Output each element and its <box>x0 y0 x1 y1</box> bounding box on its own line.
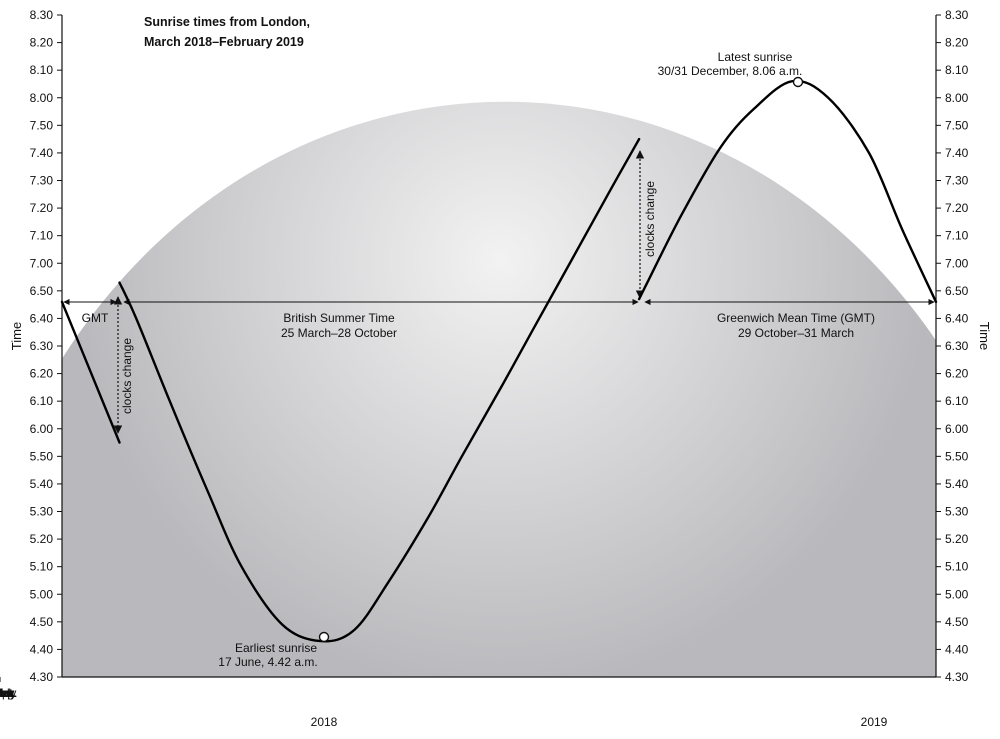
y-tick-label-right: 4.40 <box>945 642 969 656</box>
y-tick-label-left: 5.40 <box>30 477 54 491</box>
x-tick-label: 1 Jul. <box>0 686 14 700</box>
y-tick-label-right: 6.00 <box>945 422 969 436</box>
bst-name-label: British Summer Time <box>283 311 395 325</box>
earliest-sunrise-label-line-2: 17 June, 4.42 a.m. <box>218 655 317 669</box>
y-ticks-left: 4.30 4.40 4.50 5.00 5.10 5.20 5.30 5.40 5.50 6.00… <box>30 8 62 684</box>
y-tick-label-left: 5.20 <box>30 532 54 546</box>
earliest-sunrise-marker <box>318 631 330 643</box>
earliest-sunrise-label-line-1: Earliest sunrise <box>235 641 317 655</box>
y-tick-label-left: 8.10 <box>30 63 54 77</box>
gmt-right-name-label: Greenwich Mean Time (GMT) <box>717 311 875 325</box>
y-tick-label-right: 6.40 <box>945 311 969 325</box>
x-tick-label: 1 Apr. <box>0 686 15 700</box>
y-tick-label-right: 5.00 <box>945 587 969 601</box>
x-tick-label: 1 Jun. <box>0 686 16 700</box>
y-tick-label-left: 7.50 <box>30 118 54 132</box>
y-tick-label-right: 5.30 <box>945 505 969 519</box>
y-tick-label-right: 5.40 <box>945 477 969 491</box>
latest-sunrise-marker <box>792 76 804 88</box>
y-axis-title-left: Time <box>9 322 24 350</box>
gmt-right-dates-label: 29 October–31 March <box>738 326 854 340</box>
y-tick-label-right: 7.00 <box>945 256 969 270</box>
y-tick-label-right: 7.20 <box>945 201 969 215</box>
x-tick-label: 1 Dec. <box>0 686 17 700</box>
sunrise-curves <box>60 79 938 643</box>
y-tick-label-right: 6.10 <box>945 394 969 408</box>
y-tick-label-left: 8.20 <box>30 36 54 50</box>
latest-sunrise-label-line-1: Latest sunrise <box>718 50 793 64</box>
chart-title-line-2: March 2018–February 2019 <box>144 35 304 49</box>
y-tick-label-right: 6.50 <box>945 284 969 298</box>
year-label-2019: 2019 <box>861 715 888 729</box>
y-tick-label-left: 5.10 <box>30 560 54 574</box>
y-tick-label-left: 4.30 <box>30 670 54 684</box>
x-tick-label: 1 Oct. <box>0 686 16 700</box>
clocks-change-label-october: clocks change <box>643 181 657 257</box>
y-tick-label-left: 8.00 <box>30 91 54 105</box>
x-tick-label: 1 Nov. <box>0 686 17 700</box>
y-tick-label-right: 5.50 <box>945 449 969 463</box>
y-tick-label-left: 6.40 <box>30 311 54 325</box>
gmt-early-curve <box>60 300 121 444</box>
y-tick-label-left: 7.40 <box>30 146 54 160</box>
y-tick-label-right: 8.30 <box>945 8 969 22</box>
y-tick-label-right: 5.20 <box>945 532 969 546</box>
gmt-left-label: GMT <box>82 311 109 325</box>
y-ticks-right: 4.30 4.40 4.50 5.00 5.10 5.20 5.30 5.40 5.50 6.00… <box>936 8 969 684</box>
y-tick-label-right: 7.30 <box>945 174 969 188</box>
y-tick-label-right: 7.40 <box>945 146 969 160</box>
y-tick-label-left: 7.20 <box>30 201 54 215</box>
y-tick-label-left: 4.50 <box>30 615 54 629</box>
gmt-winter-curve <box>637 79 938 304</box>
y-tick-label-left: 7.10 <box>30 229 54 243</box>
x-tick-label: 1 Mar. <box>0 686 17 700</box>
y-tick-label-right: 6.20 <box>945 367 969 381</box>
y-tick-label-right: 8.00 <box>945 91 969 105</box>
y-tick-label-right: 5.10 <box>945 560 969 574</box>
x-tick-label: 1 May <box>0 686 16 700</box>
latest-sunrise-label-line-2: 30/31 December, 8.06 a.m. <box>658 64 803 78</box>
y-axis-title-right: Time <box>977 322 992 350</box>
y-tick-label-right: 8.20 <box>945 36 969 50</box>
y-tick-label-left: 6.00 <box>30 422 54 436</box>
y-tick-label-left: 5.00 <box>30 587 54 601</box>
x-tick-label: 1 Mar. <box>0 686 17 700</box>
y-tick-label-left: 6.20 <box>30 367 54 381</box>
bst-curve <box>118 137 641 643</box>
y-tick-label-left: 7.30 <box>30 174 54 188</box>
y-tick-label-right: 7.10 <box>945 229 969 243</box>
y-tick-label-right: 8.10 <box>945 63 969 77</box>
y-tick-label-left: 8.30 <box>30 8 54 22</box>
y-tick-label-right: 4.50 <box>945 615 969 629</box>
chart-title-line-1: Sunrise times from London, <box>144 15 310 29</box>
y-tick-label-left: 7.00 <box>30 256 54 270</box>
y-tick-label-right: 6.30 <box>945 339 969 353</box>
year-label-2018: 2018 <box>311 715 338 729</box>
x-tick-label: 1 Sep. <box>0 686 17 700</box>
y-tick-label-left: 5.50 <box>30 449 54 463</box>
y-tick-label-right: 4.30 <box>945 670 969 684</box>
y-tick-label-left: 6.10 <box>30 394 54 408</box>
y-tick-label-left: 4.40 <box>30 642 54 656</box>
x-tick-label: 1 Aug. <box>0 686 17 700</box>
y-tick-label-right: 7.50 <box>945 118 969 132</box>
clocks-change-label-march: clocks change <box>120 338 134 414</box>
y-tick-label-left: 5.30 <box>30 505 54 519</box>
x-tick-label: 1 Feb. <box>0 686 17 700</box>
y-tick-label-left: 6.30 <box>30 339 54 353</box>
y-tick-label-left: 6.50 <box>30 284 54 298</box>
bst-dates-label: 25 March–28 October <box>281 326 397 340</box>
x-tick-label: 1 Jan. <box>0 686 16 700</box>
x-ticks: 1 Mar.1 Apr.1 May1 Jun.1 Jul.1 Aug.1 Sep… <box>0 677 17 700</box>
